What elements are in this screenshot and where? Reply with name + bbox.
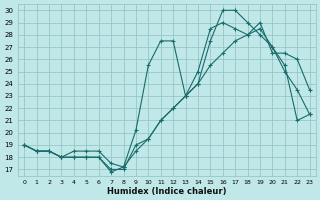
- X-axis label: Humidex (Indice chaleur): Humidex (Indice chaleur): [107, 187, 227, 196]
